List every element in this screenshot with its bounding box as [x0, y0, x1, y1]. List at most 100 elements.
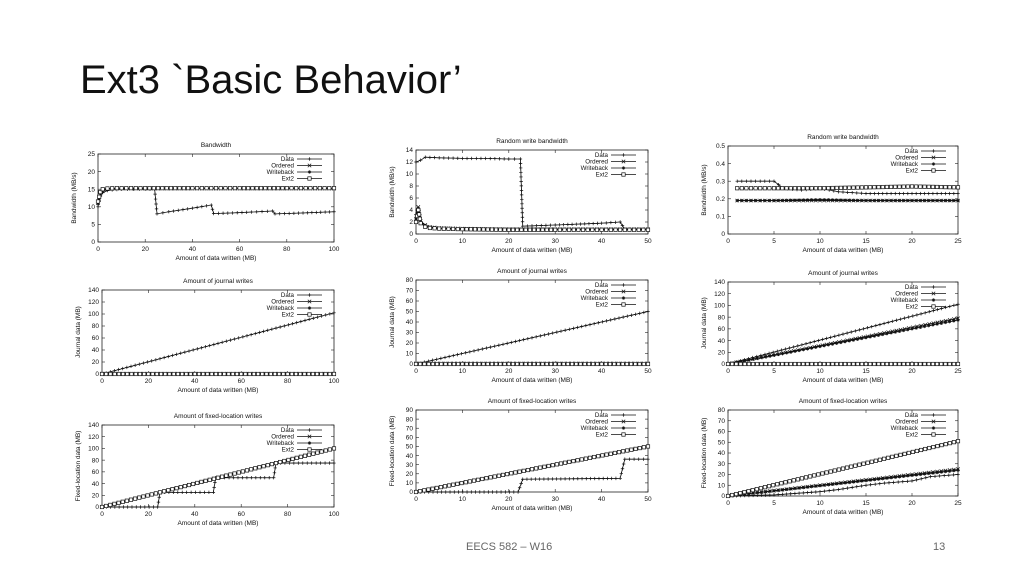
- data-point: [905, 479, 910, 484]
- y-tick-label: 20: [406, 340, 414, 347]
- data-point: [182, 484, 187, 489]
- data-point: [758, 198, 762, 203]
- data-point: [763, 198, 767, 203]
- data-point: [759, 355, 764, 360]
- data-point: [584, 476, 588, 481]
- data-point: [414, 217, 418, 221]
- y-tick-label: 14: [406, 147, 414, 154]
- data-point: [513, 339, 518, 344]
- data-point: [322, 186, 327, 191]
- data-point: [250, 186, 255, 191]
- legend-marker: [307, 293, 312, 297]
- data-point: [121, 505, 126, 509]
- data-point: [943, 191, 948, 196]
- data-point: [812, 473, 817, 478]
- data-point: [943, 320, 948, 325]
- data-point: [220, 474, 225, 479]
- y-tick-label: 4: [409, 207, 413, 214]
- data-point: [176, 490, 180, 495]
- data-point: [776, 361, 781, 367]
- data-point: [800, 343, 804, 347]
- data-point: [886, 455, 891, 460]
- data-point: [121, 371, 126, 377]
- data-point: [240, 476, 245, 480]
- data-point: [612, 450, 617, 456]
- data-point: [150, 359, 154, 363]
- x-tick-label: 20: [505, 368, 513, 375]
- data-point: [327, 186, 332, 191]
- y-tick-label: 0: [409, 489, 413, 496]
- data-point: [237, 336, 241, 340]
- y-tick-label: 8: [409, 183, 413, 190]
- data-point: [177, 186, 182, 191]
- x-axis-label: Amount of data written (MB): [803, 509, 884, 516]
- y-tick-label: 0: [721, 231, 725, 238]
- data-point: [253, 466, 258, 471]
- data-point: [776, 488, 780, 493]
- data-point: [151, 186, 156, 191]
- data-point: [296, 211, 301, 215]
- data-point: [469, 490, 473, 494]
- data-point: [263, 476, 267, 480]
- data-point: [518, 161, 523, 166]
- y-tick-label: 80: [718, 407, 726, 414]
- data-point: [771, 361, 777, 367]
- data-point: [894, 453, 899, 458]
- data-point: [805, 490, 810, 495]
- y-tick-label: 140: [88, 422, 99, 429]
- data-point: [645, 361, 651, 367]
- legend-label: Writeback: [891, 425, 919, 432]
- x-tick-label: 0: [414, 496, 418, 503]
- data-point: [789, 198, 793, 202]
- data-point: [282, 324, 286, 328]
- data-point: [784, 487, 789, 492]
- data-point: [423, 224, 428, 229]
- data-point: [808, 474, 813, 479]
- legend-marker: [931, 149, 936, 153]
- data-point: [496, 473, 501, 478]
- data-point: [121, 366, 125, 371]
- data-point: [947, 185, 952, 190]
- data-point: [516, 490, 520, 494]
- data-point: [310, 210, 314, 215]
- plot-frame: [727, 409, 959, 497]
- data-point: [313, 186, 318, 191]
- data-point: [327, 447, 332, 452]
- data-point: [315, 315, 320, 319]
- data-point: [204, 186, 209, 191]
- data-point: [517, 469, 522, 474]
- data-point: [834, 361, 839, 367]
- legend-marker: [931, 168, 936, 173]
- data-point: [184, 371, 189, 377]
- data-point: [947, 473, 951, 477]
- data-point: [637, 457, 641, 461]
- data-point: [885, 476, 889, 480]
- data-point: [247, 371, 252, 377]
- data-point: [592, 321, 596, 326]
- data-point: [834, 185, 839, 190]
- data-point: [98, 189, 103, 195]
- data-point: [432, 155, 437, 160]
- data-point: [273, 461, 279, 466]
- data-point: [613, 317, 617, 321]
- data-point: [579, 457, 584, 462]
- data-point: [947, 319, 952, 324]
- chart-title: Amount of journal writes: [808, 270, 878, 277]
- data-point: [191, 348, 195, 352]
- data-point: [456, 361, 461, 367]
- data-point: [793, 491, 797, 496]
- data-point: [520, 206, 524, 210]
- legend-label: Data: [905, 284, 919, 291]
- data-point: [789, 492, 793, 496]
- data-point: [478, 490, 482, 494]
- data-point: [625, 314, 629, 318]
- x-tick-label: 5: [772, 238, 776, 245]
- x-tick-label: 20: [505, 238, 513, 245]
- legend-label: Writeback: [581, 425, 609, 432]
- data-point: [826, 361, 831, 367]
- x-tick-label: 20: [908, 500, 916, 507]
- data-point: [750, 488, 755, 493]
- data-point: [332, 210, 336, 214]
- legend-label: Writeback: [581, 295, 609, 302]
- data-point: [525, 477, 529, 481]
